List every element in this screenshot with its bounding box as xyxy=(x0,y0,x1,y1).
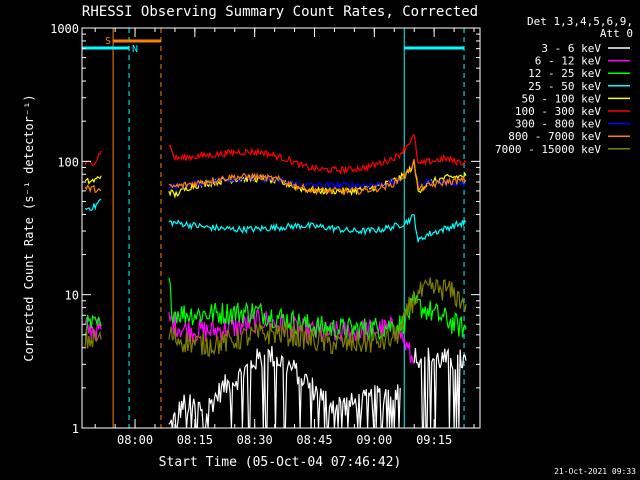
saa-flag-label: S xyxy=(105,36,111,47)
legend-label: 12 - 25 keV xyxy=(528,67,601,80)
legend-label: 100 - 300 keV xyxy=(515,105,601,118)
x-tick-label: 08:45 xyxy=(296,433,332,447)
series-line-segment xyxy=(84,198,102,212)
legend-label: 300 - 800 keV xyxy=(515,118,601,131)
series-3-6keV xyxy=(168,345,467,428)
chart-title: RHESSI Observing Summary Count Rates, Co… xyxy=(82,4,478,20)
x-axis-label: Start Time (05-Oct-04 07:46:42) xyxy=(159,455,402,470)
series-line-segment xyxy=(413,347,467,428)
y-tick-label: 1 xyxy=(72,422,79,436)
y-tick-label: 10 xyxy=(65,289,79,303)
series-line-segment xyxy=(168,214,467,243)
footer-date: 21-Oct-2021 09:33 xyxy=(554,467,636,476)
series-25-50keV xyxy=(84,198,467,243)
legend-header: Det 1,3,4,5,6,9, xyxy=(527,15,633,28)
legend-label: 6 - 12 keV xyxy=(535,55,602,68)
x-tick-label: 09:15 xyxy=(416,433,452,447)
plot-content: SN xyxy=(82,28,467,428)
night-flag-label: N xyxy=(132,44,138,55)
series-line-segment xyxy=(84,328,102,349)
series-800-7000keV xyxy=(84,159,467,196)
series-12-25keV xyxy=(84,277,467,342)
y-axis-label: Corrected Count Rate (s⁻¹ detector⁻¹) xyxy=(22,94,36,361)
series-line-segment xyxy=(84,314,102,338)
series-line-segment xyxy=(168,159,467,196)
legend-label: 3 - 6 keV xyxy=(541,42,601,55)
x-tick-label: 08:15 xyxy=(177,433,213,447)
series-line-segment xyxy=(84,184,102,194)
legend-label: 25 - 50 keV xyxy=(528,80,601,93)
x-tick-label: 08:00 xyxy=(117,433,153,447)
series-line-segment xyxy=(168,277,467,342)
series-line-segment xyxy=(168,134,467,175)
series-7000-15000keV xyxy=(84,277,467,358)
axes: 1 10 100 1000 08:00 08:15 08:30 08:45 09:00 09:15 xyxy=(50,22,481,447)
series-line-segment xyxy=(168,345,401,428)
plot-frame xyxy=(81,27,481,429)
x-tick-label: 09:00 xyxy=(356,433,392,447)
plot-area: SN xyxy=(82,28,467,428)
legend-label: 800 - 7000 keV xyxy=(508,130,601,143)
series-line-segment xyxy=(84,175,102,185)
y-tick-label: 1000 xyxy=(50,22,79,36)
legend-header: Att 0 xyxy=(600,27,633,40)
y-tick-label: 100 xyxy=(57,155,79,169)
x-tick-label: 08:30 xyxy=(237,433,273,447)
legend-label: 50 - 100 keV xyxy=(522,92,602,105)
series-line-segment xyxy=(168,277,467,358)
legend-label: 7000 - 15000 keV xyxy=(495,143,601,156)
